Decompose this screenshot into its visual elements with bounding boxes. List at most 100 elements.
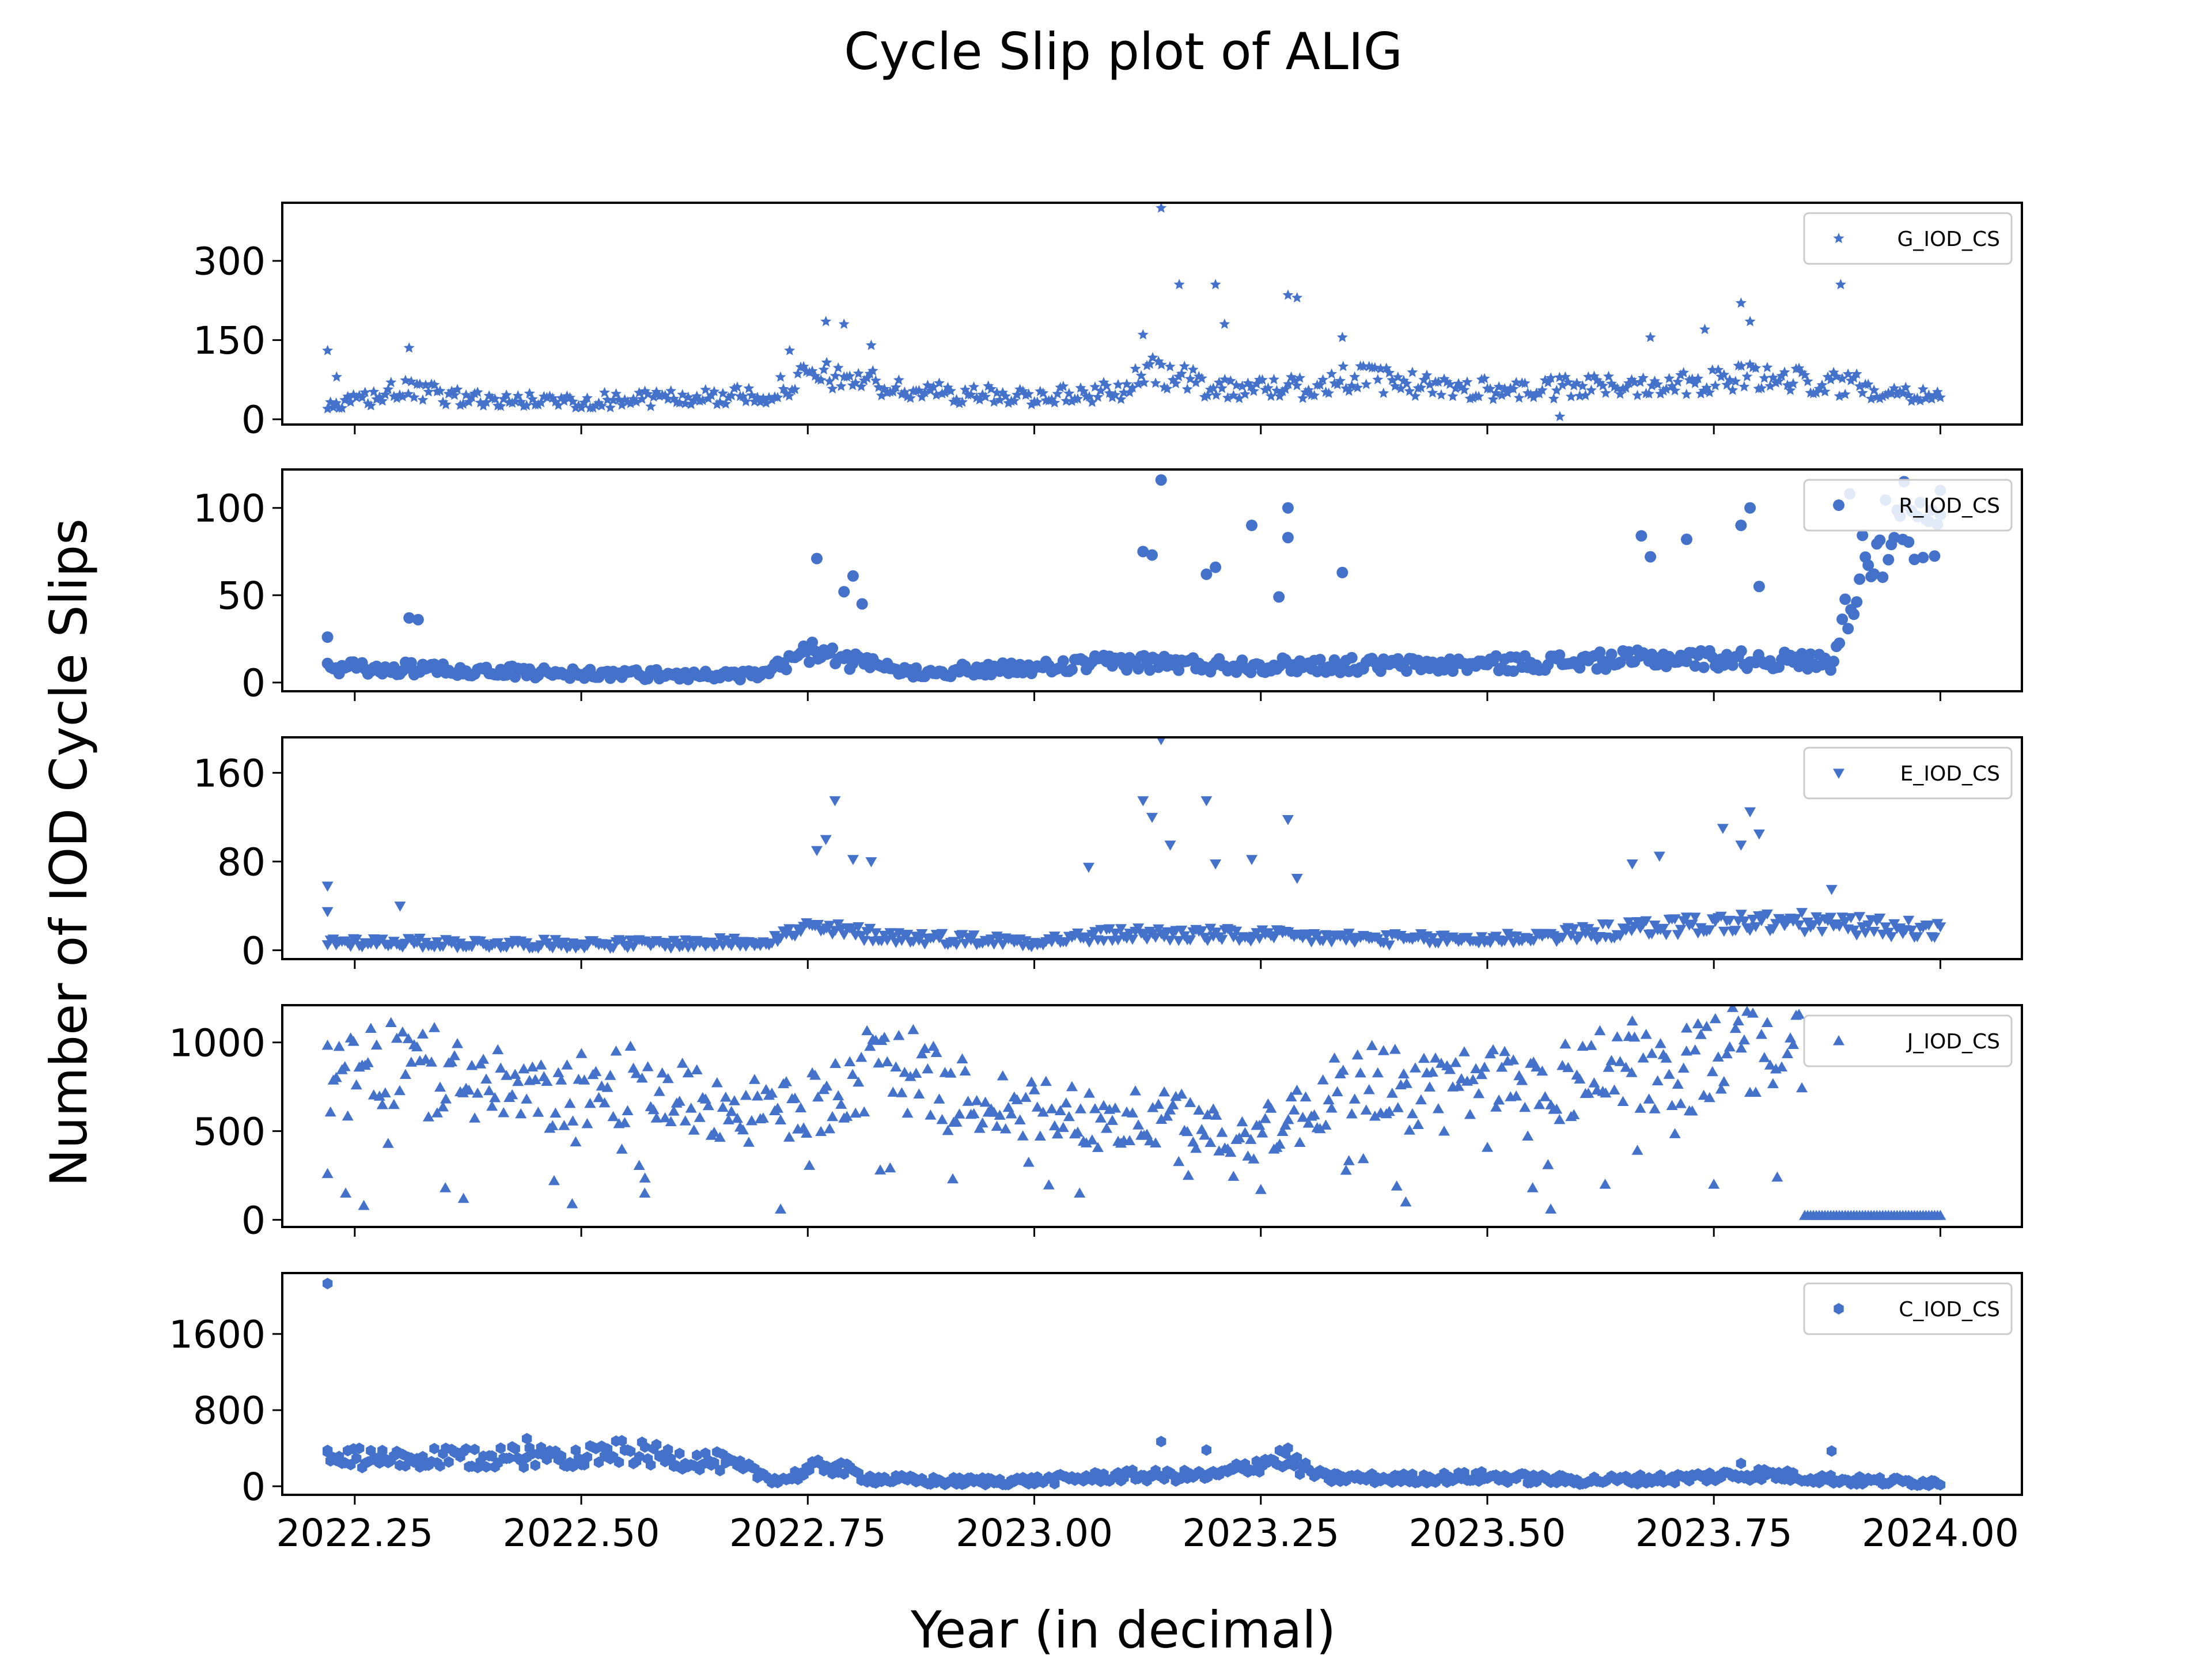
data-point bbox=[1098, 377, 1109, 388]
data-point bbox=[1170, 377, 1181, 388]
data-point bbox=[1542, 1159, 1554, 1169]
data-point bbox=[1219, 373, 1230, 384]
data-point bbox=[994, 1109, 1006, 1120]
data-point bbox=[1782, 1048, 1793, 1058]
data-point-outlier bbox=[1074, 1187, 1086, 1198]
data-point bbox=[452, 1038, 463, 1048]
data-point bbox=[1407, 1468, 1418, 1480]
data-point bbox=[910, 1067, 922, 1078]
data-point bbox=[1092, 1142, 1104, 1152]
data-point bbox=[357, 392, 368, 403]
data-point bbox=[578, 1074, 590, 1085]
data-point bbox=[702, 1100, 714, 1111]
data-point bbox=[737, 1124, 749, 1135]
data-point bbox=[460, 389, 472, 400]
data-point bbox=[1352, 382, 1363, 393]
data-point bbox=[616, 399, 627, 410]
series-j_iod_cs bbox=[321, 1005, 1946, 1220]
data-point bbox=[405, 1056, 417, 1067]
data-point bbox=[832, 362, 844, 373]
data-point bbox=[1225, 1146, 1237, 1157]
data-point bbox=[1400, 1078, 1412, 1088]
data-point bbox=[1796, 908, 1808, 918]
data-point bbox=[1421, 369, 1433, 380]
data-point bbox=[1248, 1153, 1260, 1164]
data-point bbox=[396, 1026, 408, 1037]
data-point bbox=[408, 392, 420, 403]
data-point bbox=[449, 1050, 460, 1060]
data-point bbox=[1738, 381, 1750, 392]
data-point bbox=[1161, 1111, 1173, 1121]
data-point bbox=[636, 1072, 648, 1083]
data-point bbox=[376, 1099, 388, 1109]
data-point bbox=[527, 393, 538, 404]
data-point bbox=[1415, 1094, 1427, 1105]
data-point bbox=[660, 389, 671, 400]
data-point bbox=[1906, 925, 1918, 936]
data-point bbox=[449, 389, 460, 400]
data-point bbox=[1164, 1104, 1176, 1115]
data-point bbox=[1661, 383, 1672, 394]
data-point bbox=[1080, 1137, 1092, 1147]
data-point bbox=[1545, 372, 1556, 383]
data-point bbox=[1190, 1142, 1202, 1153]
legend-label: C_IOD_CS bbox=[1899, 1298, 2000, 1321]
data-point bbox=[1903, 536, 1915, 548]
data-point bbox=[624, 1040, 637, 1051]
data-point bbox=[1548, 931, 1560, 941]
data-point bbox=[789, 1092, 801, 1103]
data-point bbox=[867, 365, 878, 376]
data-point bbox=[1167, 374, 1179, 385]
data-point bbox=[556, 1450, 566, 1462]
data-point bbox=[1291, 1085, 1303, 1095]
data-point bbox=[1516, 1075, 1528, 1085]
data-point bbox=[1615, 388, 1626, 399]
data-point bbox=[1857, 529, 1869, 541]
data-point bbox=[1144, 664, 1156, 676]
data-point bbox=[564, 1097, 576, 1108]
data-point bbox=[1600, 1087, 1612, 1098]
data-point bbox=[757, 392, 769, 403]
data-point bbox=[1839, 916, 1851, 927]
data-point bbox=[1095, 385, 1107, 396]
data-point-outlier bbox=[323, 1278, 333, 1290]
data-point bbox=[1239, 388, 1251, 399]
data-point bbox=[1046, 1103, 1058, 1113]
data-point-outlier bbox=[322, 344, 334, 355]
data-point bbox=[492, 1044, 504, 1055]
data-point bbox=[1689, 660, 1701, 672]
data-point bbox=[830, 370, 841, 381]
data-point bbox=[552, 399, 564, 410]
data-point bbox=[1755, 1029, 1767, 1039]
data-point bbox=[772, 392, 783, 403]
data-point bbox=[1805, 648, 1817, 660]
data-point bbox=[1429, 1052, 1441, 1063]
data-point bbox=[1259, 1113, 1271, 1123]
data-point bbox=[1718, 369, 1730, 380]
data-point-outlier bbox=[1744, 502, 1756, 514]
data-point bbox=[1779, 366, 1790, 377]
data-point bbox=[512, 1075, 524, 1086]
data-point bbox=[783, 924, 795, 934]
data-point bbox=[509, 395, 521, 406]
data-point bbox=[1531, 1061, 1543, 1072]
data-point-outlier bbox=[1653, 851, 1665, 862]
data-point bbox=[1934, 392, 1946, 403]
data-point-outlier bbox=[1626, 1015, 1638, 1026]
data-point bbox=[457, 398, 469, 409]
data-point bbox=[809, 1070, 821, 1080]
data-point bbox=[853, 922, 865, 933]
data-point-outlier bbox=[1645, 551, 1657, 563]
data-point bbox=[1631, 1145, 1643, 1155]
data-point-outlier bbox=[1156, 1435, 1166, 1448]
data-point bbox=[1283, 378, 1294, 389]
data-point bbox=[1199, 391, 1210, 402]
data-point bbox=[1736, 360, 1747, 371]
data-point bbox=[1101, 1123, 1112, 1133]
data-point bbox=[561, 1059, 573, 1070]
data-point bbox=[550, 1107, 562, 1118]
data-point bbox=[1666, 1100, 1678, 1110]
data-point-outlier bbox=[331, 371, 342, 382]
data-point bbox=[1279, 1119, 1291, 1130]
